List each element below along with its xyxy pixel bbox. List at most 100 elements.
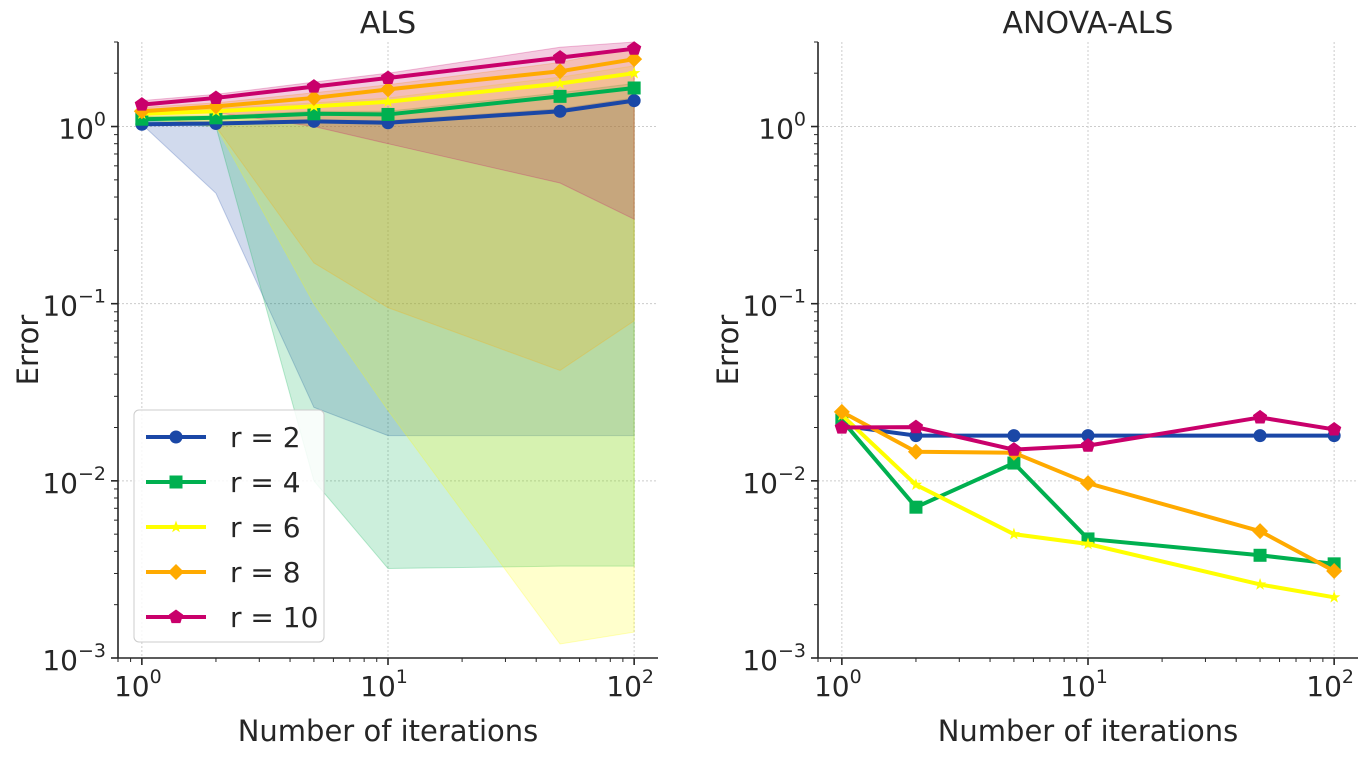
series-1-point-1 — [209, 111, 223, 125]
series-4-point-3 — [1080, 438, 1096, 452]
legend-label: r = 8 — [230, 556, 301, 589]
series-2-point-4 — [553, 76, 567, 89]
x-tick-label: 100 — [814, 666, 862, 703]
series-1-point-1 — [909, 500, 923, 514]
grid — [818, 42, 1358, 658]
legend-item: r = 6 — [146, 511, 301, 544]
series-3-point-3 — [380, 81, 396, 98]
series-3-point-4 — [552, 63, 569, 80]
y-tick-label: 10−1 — [742, 286, 806, 323]
y-tick-label: 100 — [758, 109, 806, 146]
series-4 — [834, 409, 1342, 456]
x-axis-label: Number of iterations — [938, 714, 1239, 748]
series-4-line — [141, 46, 635, 107]
series-3 — [133, 51, 643, 120]
series-0-point-2 — [1007, 429, 1021, 443]
legend-marker — [168, 609, 184, 624]
legend-item: r = 10 — [146, 601, 318, 634]
series-3-point-3 — [1080, 475, 1096, 492]
chart-panel-als: 100 101 102 100 10−1 10−2 10−3 ALS Number of ite… — [11, 6, 658, 748]
series-1-point-4 — [553, 89, 567, 103]
series-0-point-3 — [1081, 429, 1095, 443]
series-2-point-5 — [627, 66, 641, 79]
y-tick-label: 10−1 — [42, 286, 106, 323]
series-2-line — [141, 71, 635, 116]
y-tick-label: 10−3 — [42, 640, 106, 677]
series-4-line — [841, 415, 1335, 452]
legend-label: r = 10 — [230, 601, 318, 634]
chart-panel-anova-als: 100 101 102 100 10−1 10−2 10−3 ANOVA-ALS Number … — [711, 6, 1358, 748]
series-2-point-3 — [381, 95, 395, 108]
series-4-point-1 — [908, 419, 924, 434]
x-tick-label: 100 — [114, 666, 162, 703]
y-axis-label: Error — [11, 315, 45, 386]
legend-label: r = 6 — [230, 511, 301, 544]
y-tick-label: 10−3 — [742, 640, 806, 677]
series-0-point-5 — [627, 94, 641, 108]
series-1-point-5 — [627, 81, 641, 95]
x-tick-label: 102 — [1306, 666, 1354, 703]
legend-marker — [169, 475, 183, 489]
series-4-point-1 — [208, 90, 224, 105]
legend-item: r = 8 — [146, 556, 301, 589]
series-2-line — [840, 413, 1335, 600]
x-tick-label: 101 — [1060, 666, 1108, 703]
series-3-point-4 — [1252, 523, 1269, 540]
series-2-point-4 — [1253, 577, 1267, 590]
series-3-line — [840, 410, 1336, 573]
series-0-point-4 — [1253, 429, 1267, 443]
series-1-point-2 — [307, 107, 321, 121]
y-tick-label: 10−2 — [42, 463, 106, 500]
x-tick-label: 102 — [606, 666, 654, 703]
legend-label: r = 2 — [230, 421, 301, 454]
legend-marker — [168, 564, 184, 580]
series-4-point-5 — [627, 41, 642, 55]
y-tick-label: 100 — [58, 109, 106, 146]
minor-ticks — [814, 41, 1324, 662]
series-2-point-1 — [909, 478, 923, 491]
series-3-point-1 — [907, 443, 924, 460]
series-1-line — [840, 418, 1335, 566]
legend-marker — [169, 520, 183, 533]
series-2-point-2 — [1007, 527, 1021, 540]
series-4-point-4 — [1252, 409, 1268, 424]
series-3-point-5 — [626, 51, 643, 68]
x-tick-label: 101 — [360, 666, 408, 703]
legend-label: r = 4 — [230, 466, 301, 499]
legend-item: r = 4 — [146, 466, 301, 499]
chart-title: ALS — [360, 6, 416, 41]
confidence-bands — [141, 41, 635, 645]
series-0-line — [841, 423, 1335, 438]
series-1-point-4 — [1253, 548, 1267, 562]
legend: r = 2 r = 4 r = 6 r = 8 r = 10 — [133, 409, 325, 643]
series-4-point-4 — [552, 50, 568, 64]
series-3-point-5 — [1326, 562, 1343, 579]
series-4-point-3 — [380, 70, 396, 85]
series-3-point-2 — [305, 89, 322, 106]
series-2-point-3 — [1081, 537, 1095, 550]
series-1-line — [141, 86, 635, 122]
series-3-line — [141, 57, 635, 114]
x-axis-label: Number of iterations — [238, 714, 539, 748]
series-4-point-0 — [134, 97, 149, 111]
series-4-point-2 — [1006, 442, 1022, 456]
legend-marker — [169, 430, 183, 444]
series-1-point-3 — [381, 107, 395, 121]
series-3 — [833, 403, 1343, 579]
series-0-line — [141, 98, 635, 127]
series-3-point-0 — [833, 403, 850, 420]
y-tick-label: 10−2 — [742, 463, 806, 500]
minor-ticks — [114, 41, 624, 662]
series-4-point-0 — [834, 420, 849, 434]
series-4 — [134, 41, 642, 111]
chart-title: ANOVA-ALS — [1003, 6, 1174, 41]
legend-box — [133, 409, 325, 643]
y-axis-label: Error — [711, 315, 745, 386]
legend-item: r = 2 — [146, 421, 301, 454]
series-0-point-4 — [553, 104, 567, 118]
series-4-point-5 — [1327, 421, 1342, 436]
series-1-point-2 — [1007, 456, 1021, 470]
series-2-point-5 — [1327, 590, 1341, 603]
series-4-point-2 — [306, 79, 322, 93]
